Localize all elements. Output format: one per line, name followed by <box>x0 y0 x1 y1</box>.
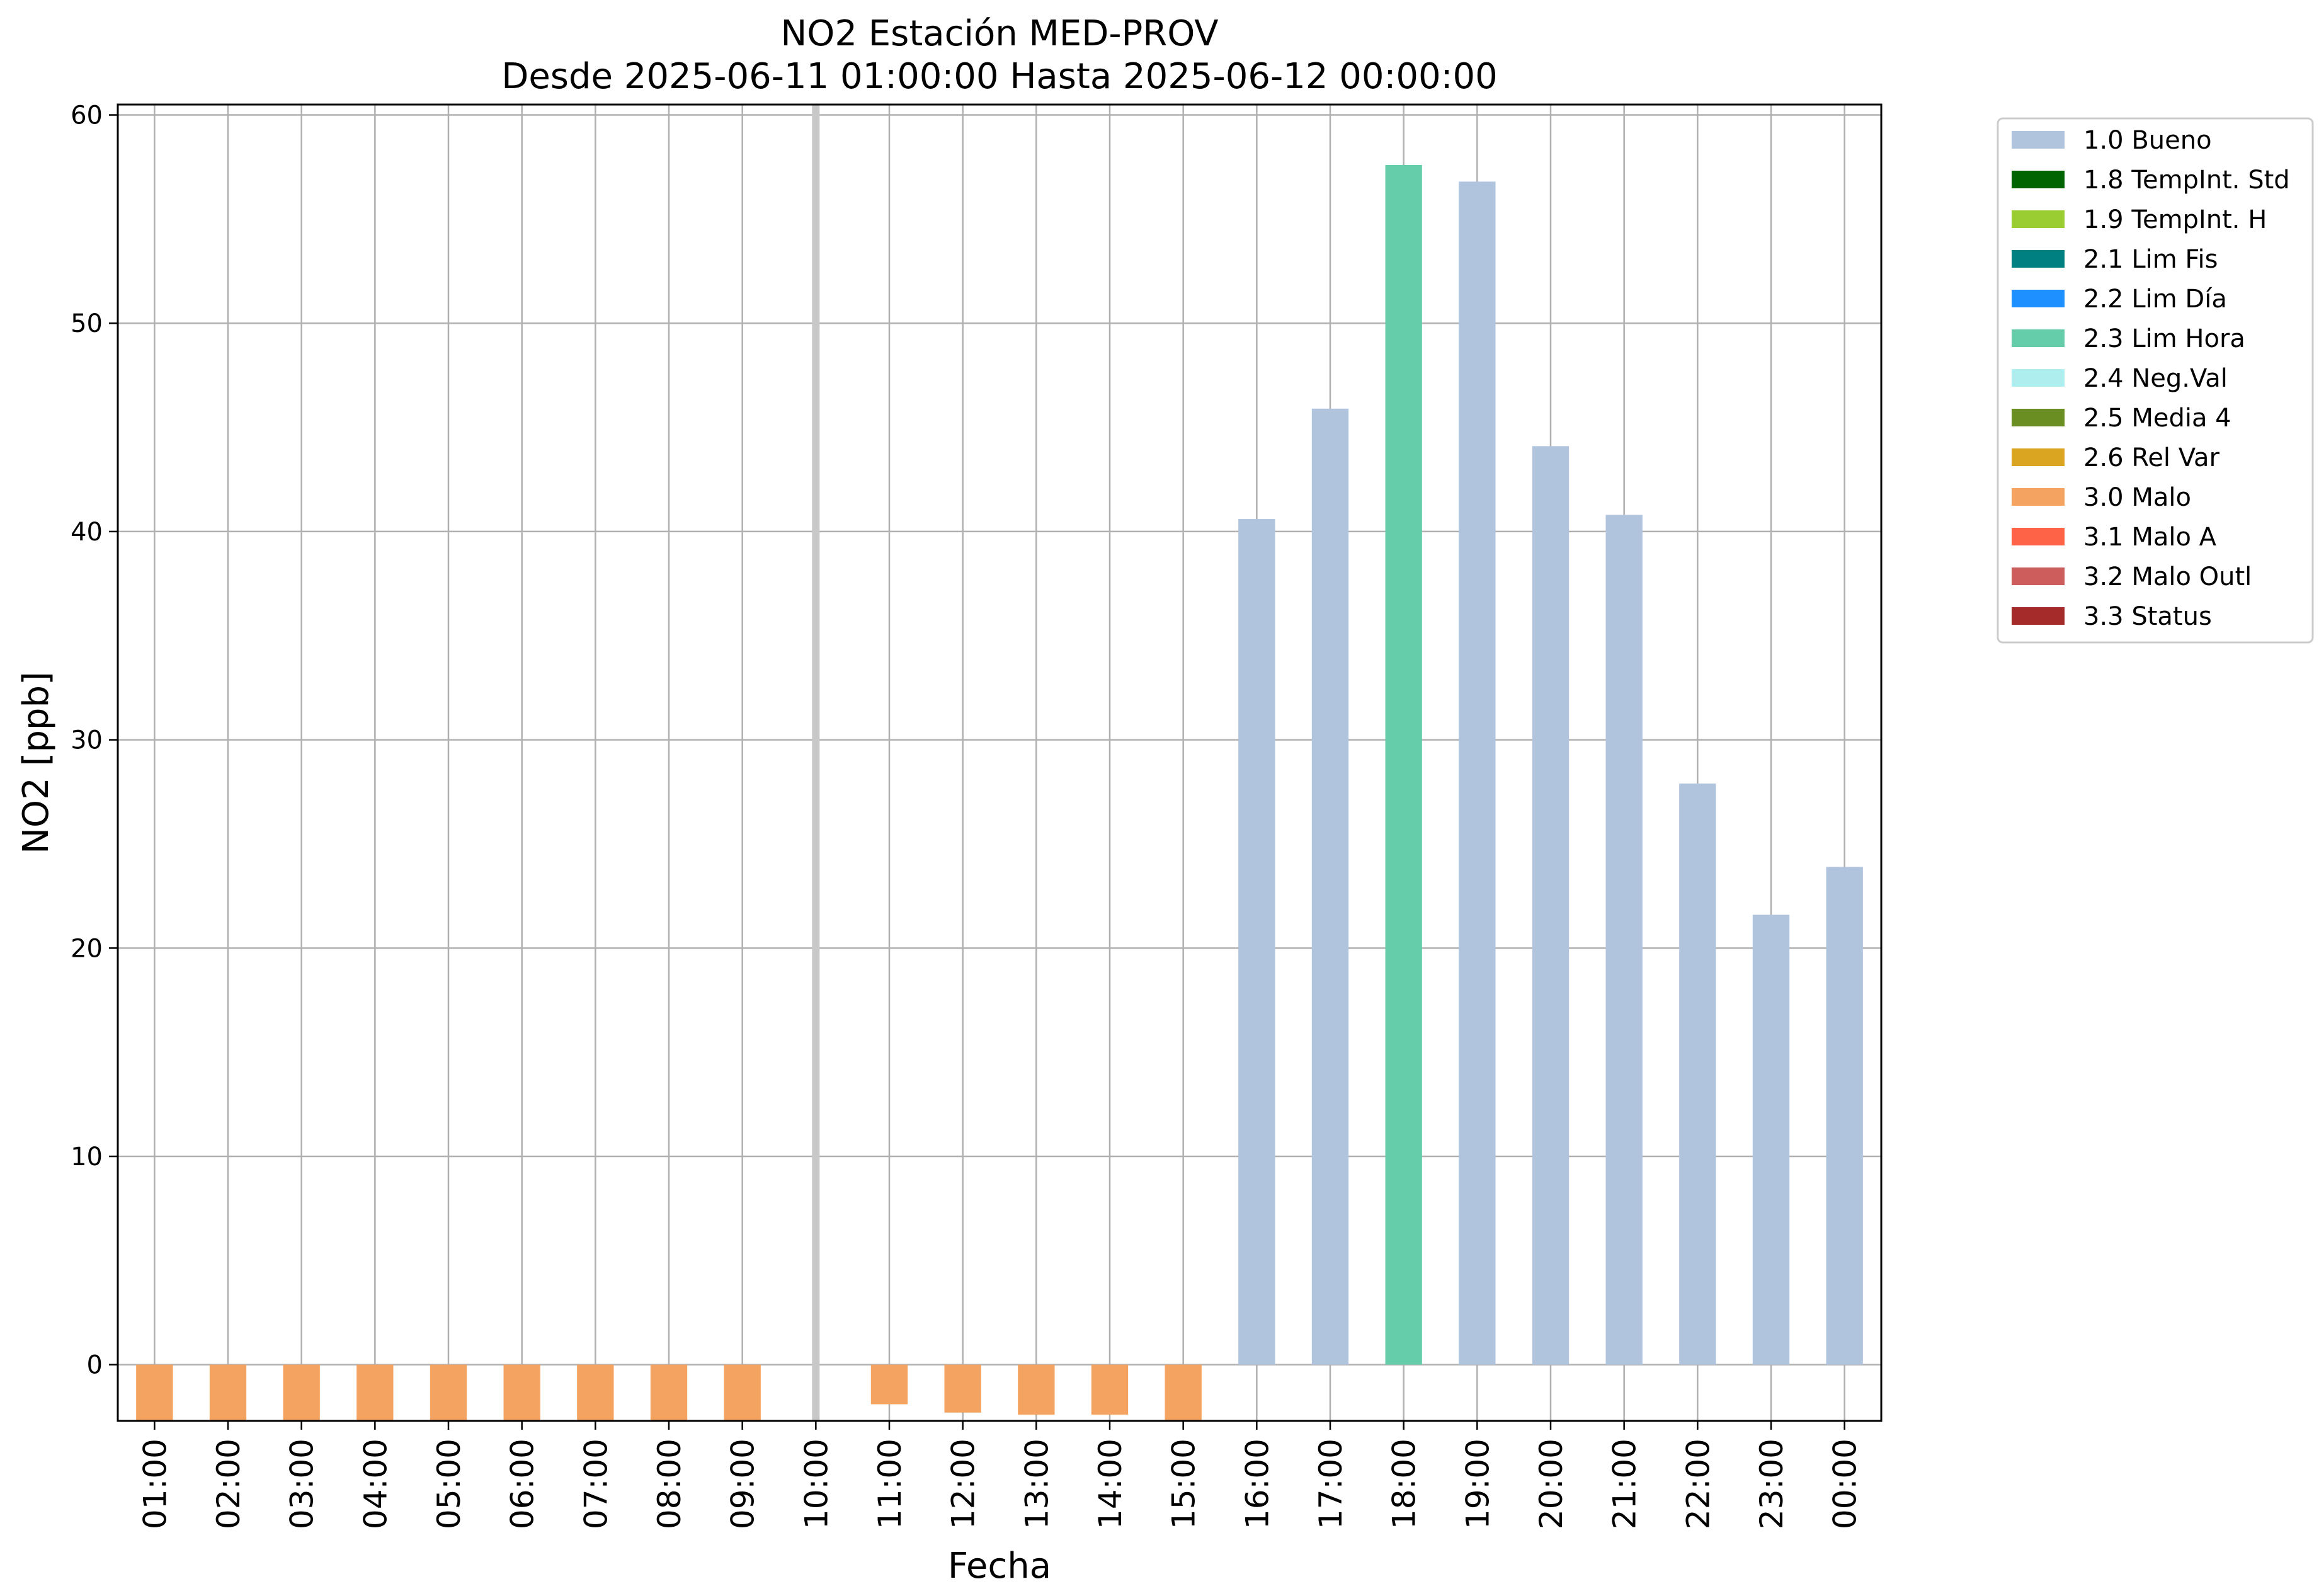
legend-swatch <box>2012 488 2065 506</box>
bar <box>1752 915 1790 1365</box>
legend-swatch <box>2012 171 2065 188</box>
legend-swatch <box>2012 369 2065 387</box>
bar <box>870 1364 908 1405</box>
x-tick-label: 12:00 <box>945 1439 982 1529</box>
x-axis-label: Fecha <box>948 1546 1051 1587</box>
bar <box>1385 164 1422 1365</box>
y-tick-label: 30 <box>71 726 103 755</box>
y-tick-label: 50 <box>71 309 103 338</box>
bar <box>430 1364 467 1421</box>
x-tick-label: 19:00 <box>1459 1439 1496 1529</box>
x-tick-label: 18:00 <box>1386 1439 1423 1529</box>
legend-label: 3.3 Status <box>2083 602 2212 631</box>
bars <box>136 164 1863 1421</box>
chart-title: NO2 Estación MED-PROV <box>780 13 1218 54</box>
bar <box>577 1364 614 1421</box>
x-tick-label: 06:00 <box>504 1439 541 1529</box>
x-tick-label: 10:00 <box>798 1439 835 1529</box>
x-tick-label: 02:00 <box>210 1439 247 1529</box>
bar <box>944 1364 981 1413</box>
legend-label: 3.0 Malo <box>2083 483 2191 512</box>
x-axis-ticks: 01:00 02:00 03:00 04:00 05:00 06:00 07:00 08:00… <box>137 1421 1864 1529</box>
bar <box>1679 784 1716 1365</box>
x-tick-label: 04:00 <box>357 1439 394 1529</box>
x-tick-label: 20:00 <box>1533 1439 1570 1529</box>
legend-label: 2.4 Neg.Val <box>2083 364 2228 393</box>
x-tick-label: 21:00 <box>1607 1439 1643 1529</box>
x-tick-label: 08:00 <box>651 1439 688 1529</box>
y-tick-label: 20 <box>71 934 103 963</box>
legend-label: 1.8 TempInt. Std <box>2083 166 2290 195</box>
legend-label: 2.2 Lim Día <box>2083 285 2227 314</box>
legend-swatch <box>2012 607 2065 625</box>
legend: 1.0 Bueno 1.8 TempInt. Std 1.9 TempInt. H 2… <box>1997 117 2314 644</box>
bar <box>1091 1364 1129 1415</box>
legend-label: 1.0 Bueno <box>2083 126 2212 155</box>
bar <box>1826 867 1863 1365</box>
legend-swatch <box>2012 210 2065 228</box>
bar <box>136 1364 173 1421</box>
chart-subtitle: Desde 2025-06-11 01:00:00 Hasta 2025-06-… <box>501 56 1498 97</box>
legend-swatch <box>2012 528 2065 545</box>
legend-label: 3.2 Malo Outl <box>2083 562 2252 591</box>
x-tick-label: 07:00 <box>578 1439 614 1529</box>
bar <box>1165 1364 1202 1421</box>
x-tick-label: 13:00 <box>1018 1439 1055 1529</box>
y-axis-label: NO2 [ppb] <box>16 671 57 854</box>
legend-label: 3.1 Malo A <box>2083 523 2217 552</box>
legend-swatch <box>2012 409 2065 426</box>
x-tick-label: 09:00 <box>725 1439 761 1529</box>
legend-swatch <box>2012 290 2065 307</box>
plot-area-frame <box>117 103 1883 1422</box>
legend-label: 2.5 Media 4 <box>2083 404 2231 433</box>
legend-swatch <box>2012 250 2065 268</box>
legend-label: 2.3 Lim Hora <box>2083 324 2245 353</box>
legend-frame <box>1997 117 2314 644</box>
legend-swatch <box>2012 567 2065 585</box>
legend-swatch <box>2012 329 2065 347</box>
bar <box>1459 181 1496 1365</box>
y-tick-label: 40 <box>71 518 103 547</box>
x-tick-label: 05:00 <box>431 1439 467 1529</box>
bar <box>1238 519 1275 1365</box>
bar <box>1532 446 1570 1365</box>
x-tick-label: 11:00 <box>872 1439 908 1529</box>
bar <box>724 1364 761 1421</box>
x-tick-label: 16:00 <box>1239 1439 1275 1529</box>
legend-swatch <box>2012 448 2065 466</box>
x-tick-label: 22:00 <box>1680 1439 1716 1529</box>
legend-swatch <box>2012 131 2065 149</box>
bar <box>356 1364 394 1421</box>
y-axis-ticks: 0 10 20 30 40 50 60 <box>71 101 118 1380</box>
x-tick-label: 03:00 <box>284 1439 321 1529</box>
legend-label: 2.6 Rel Var <box>2083 443 2220 472</box>
x-tick-label: 23:00 <box>1753 1439 1790 1529</box>
y-tick-label: 0 <box>87 1351 103 1380</box>
bar <box>1018 1364 1055 1415</box>
x-tick-label: 14:00 <box>1092 1439 1129 1529</box>
x-tick-label: 01:00 <box>137 1439 173 1529</box>
x-tick-label: 17:00 <box>1313 1439 1349 1529</box>
legend-label: 2.1 Lim Fis <box>2083 245 2218 274</box>
bar <box>1605 515 1643 1365</box>
x-tick-label: 15:00 <box>1166 1439 1202 1529</box>
bar <box>1311 408 1349 1365</box>
y-tick-label: 10 <box>71 1143 103 1171</box>
legend-label: 1.9 TempInt. H <box>2083 205 2267 234</box>
bar <box>283 1364 320 1421</box>
bar <box>503 1364 540 1421</box>
bar <box>650 1364 688 1421</box>
x-tick-label: 00:00 <box>1827 1439 1864 1529</box>
bar <box>209 1364 247 1421</box>
y-tick-label: 60 <box>71 101 103 130</box>
